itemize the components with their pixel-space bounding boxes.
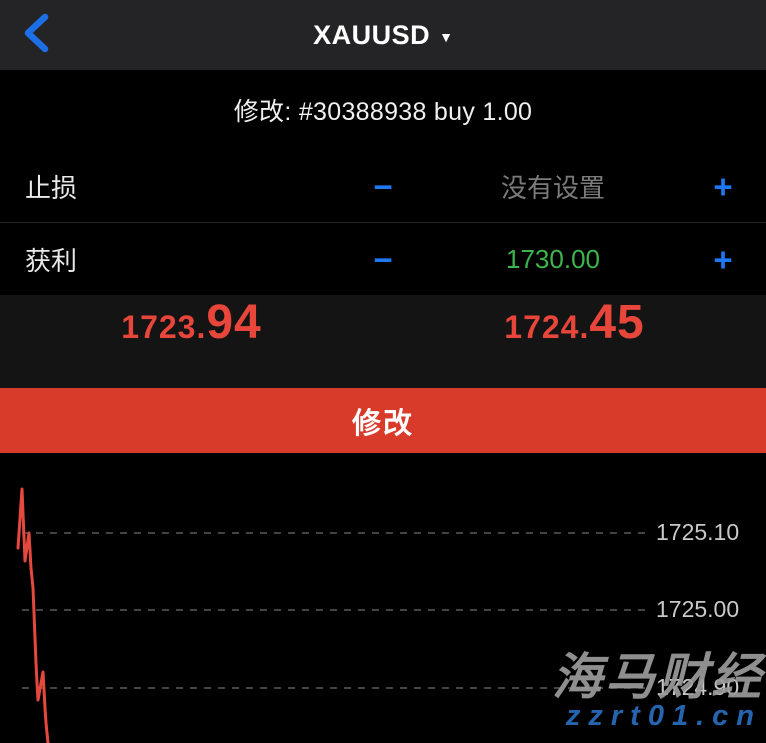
axis-label-1: 1725.10 — [656, 519, 740, 545]
axis-label-2: 1725.00 — [656, 596, 740, 622]
back-chevron-icon — [19, 11, 53, 58]
stop-loss-minus-button[interactable]: − — [360, 170, 406, 203]
take-profit-minus-button[interactable]: − — [360, 243, 406, 276]
order-description: 修改: #30388938 buy 1.00 — [233, 98, 533, 126]
chevron-down-icon: ▼ — [439, 28, 453, 45]
back-button[interactable] — [12, 8, 60, 60]
top-bar: XAUUSD ▼ — [0, 0, 766, 70]
ask-price: 1724. 45 — [383, 295, 766, 388]
price-line — [16, 487, 50, 743]
symbol-title: XAUUSD — [313, 19, 431, 50]
quote-panel: 1723. 94 1724. 45 — [0, 295, 766, 388]
axis-label-3: 1724.90 — [656, 674, 740, 700]
stop-loss-plus-button[interactable]: + — [700, 170, 746, 203]
watermark-brand-text: 海马财经 — [552, 649, 764, 705]
modify-button[interactable]: 修改 — [0, 388, 766, 453]
bid-price: 1723. 94 — [0, 295, 383, 388]
stop-loss-value[interactable]: 没有设置 — [500, 172, 605, 203]
stop-loss-row: 止损 − 没有设置 + — [0, 150, 766, 223]
take-profit-value[interactable]: 1730.00 — [506, 243, 600, 274]
symbol-selector[interactable]: XAUUSD ▼ — [313, 20, 453, 51]
order-fields: 止损 − 没有设置 + 获利 − 1730.00 + — [0, 150, 766, 295]
bid-price-integer: 1723. — [121, 309, 207, 345]
price-chart: 1725.10 1725.00 1724.90 海马财经 zzrt01.cn — [0, 453, 766, 743]
take-profit-label: 获利 — [25, 245, 78, 276]
ask-price-integer: 1724. — [504, 309, 590, 345]
stop-loss-label: 止损 — [25, 172, 78, 203]
take-profit-plus-button[interactable]: + — [700, 243, 746, 276]
chart-canvas — [16, 487, 650, 743]
watermark-url-text: zzrt01.cn — [565, 700, 762, 732]
ask-price-fraction: 45 — [589, 296, 645, 349]
take-profit-row: 获利 − 1730.00 + — [0, 223, 766, 295]
order-header: 修改: #30388938 buy 1.00 — [0, 70, 766, 150]
bid-price-fraction: 94 — [206, 296, 262, 349]
